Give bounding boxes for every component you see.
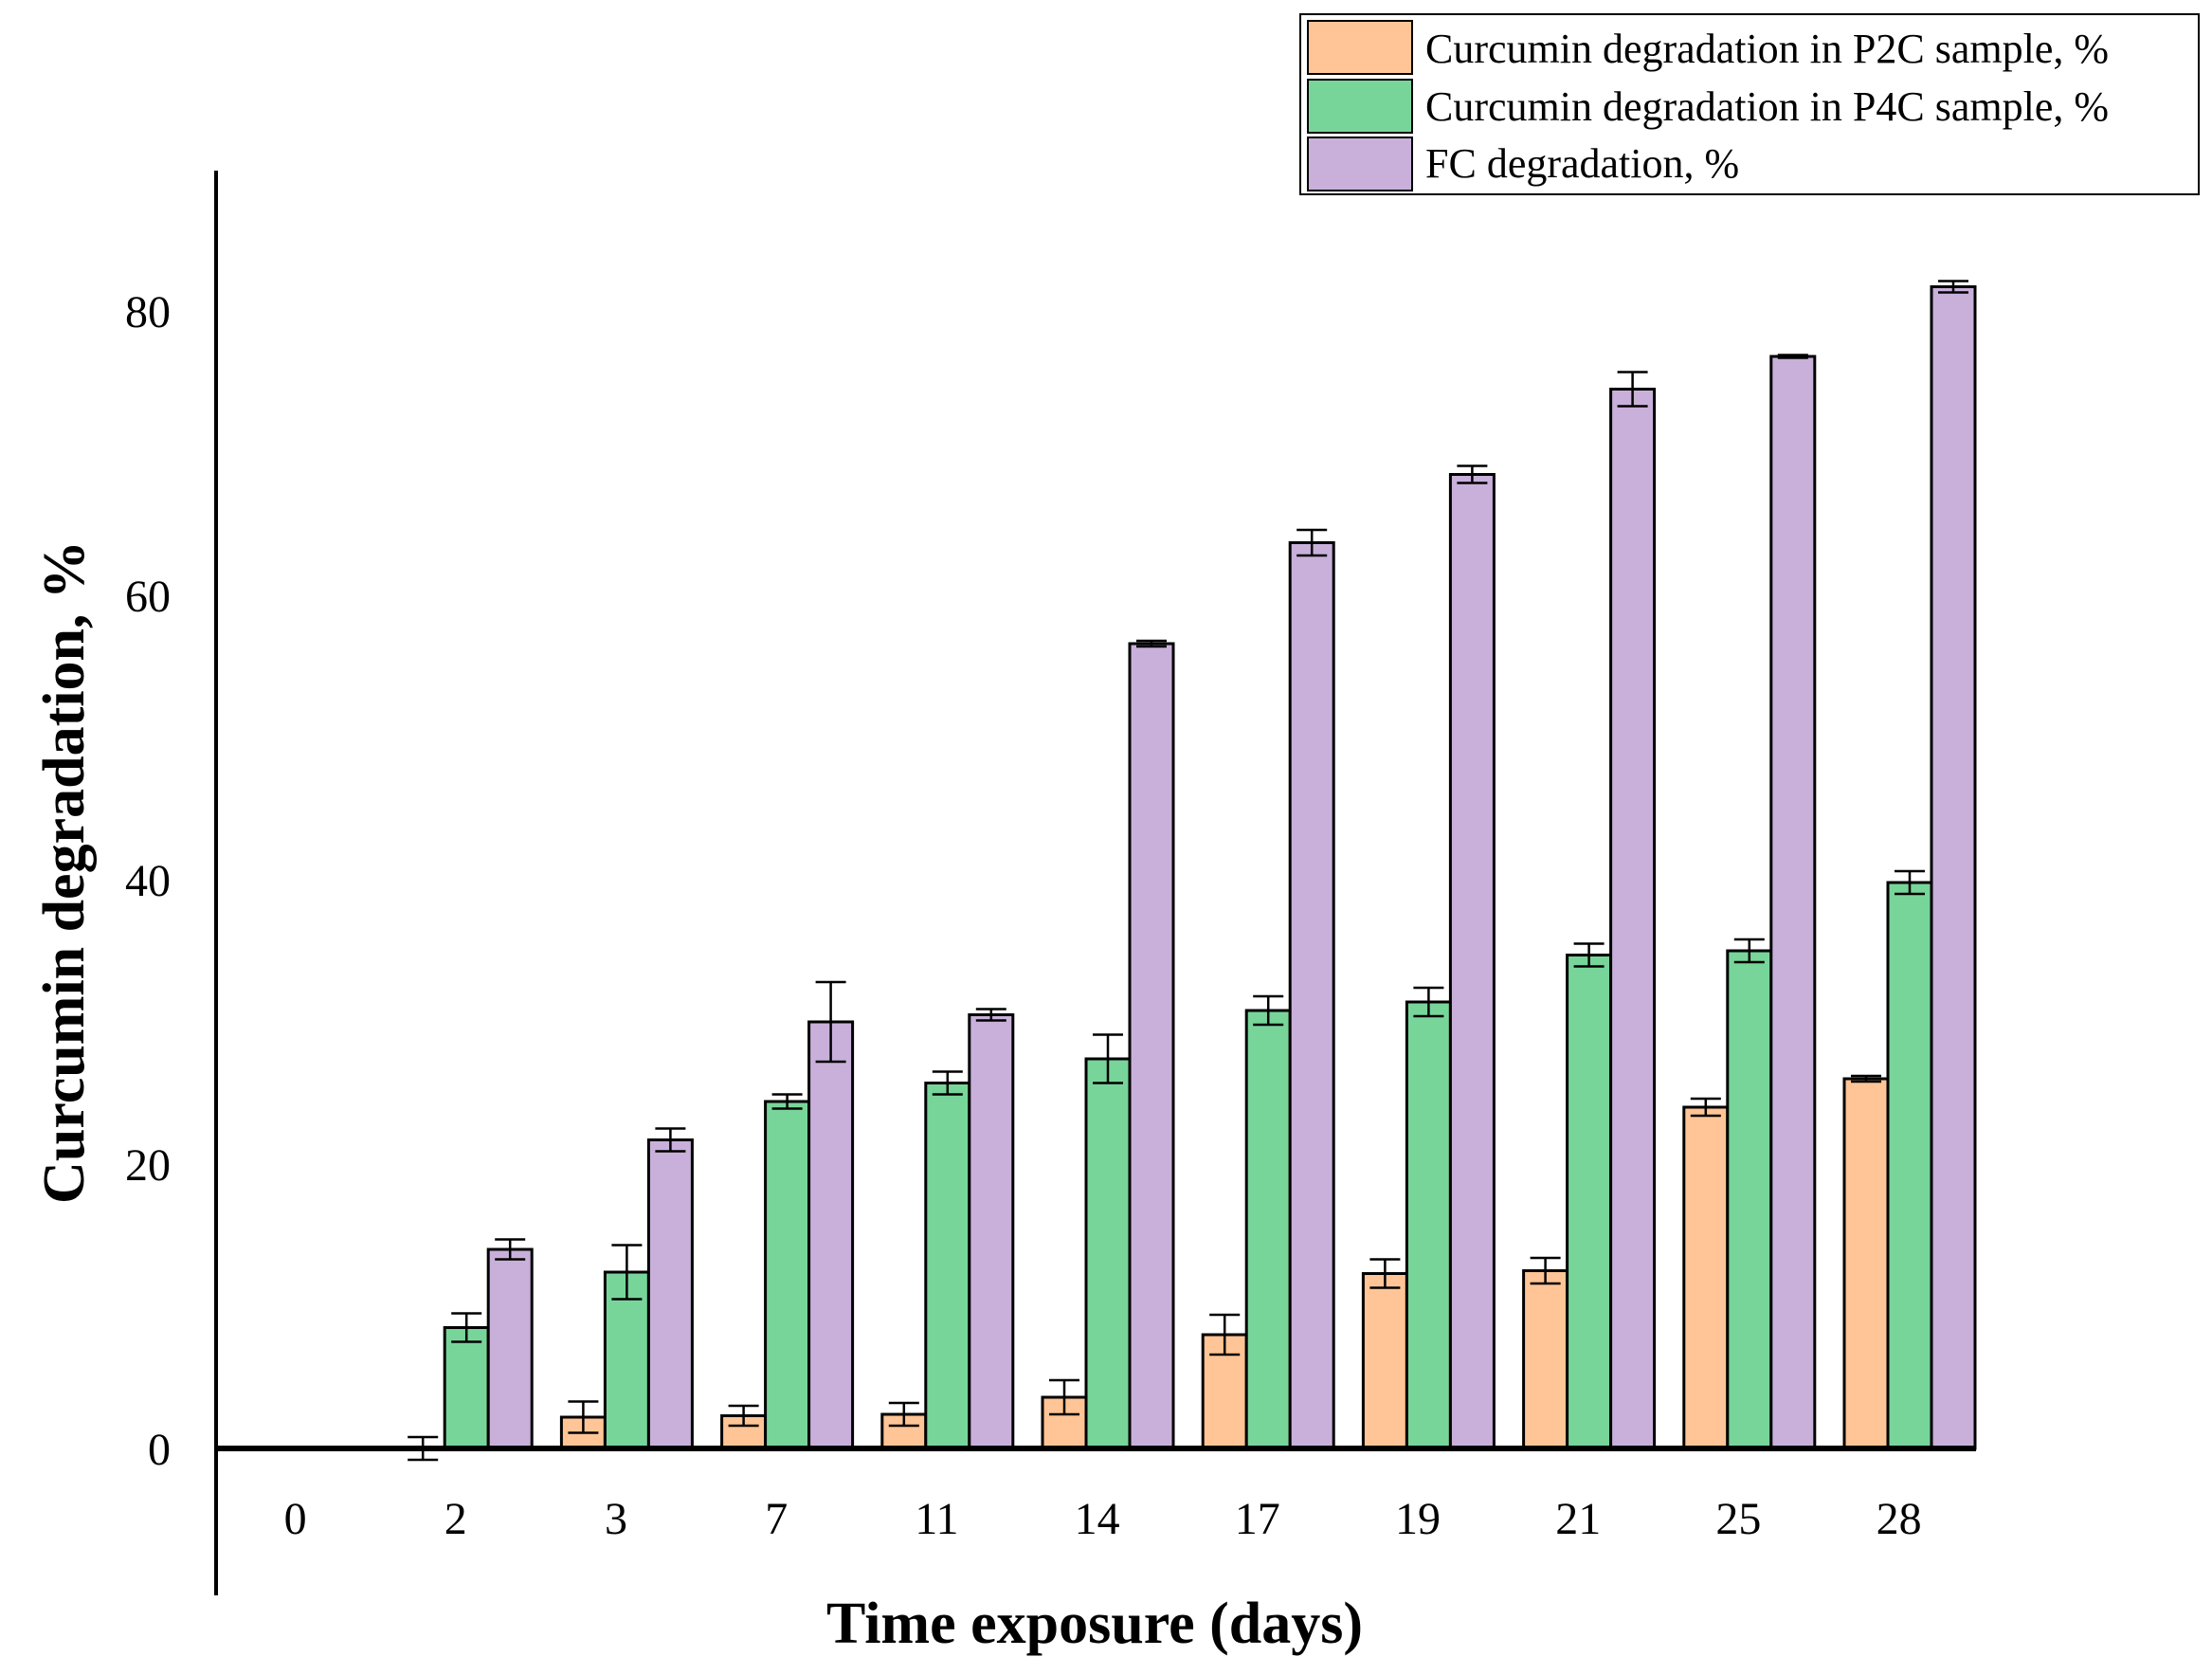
bar-s2-14 xyxy=(1128,642,1175,1450)
legend-swatch-p2c xyxy=(1307,20,1413,75)
bar-s1-17 xyxy=(1244,1009,1292,1450)
error-bar-s2-14 xyxy=(1136,639,1167,648)
bar-s0-21 xyxy=(1522,1269,1569,1450)
error-bar-s0-28 xyxy=(1851,1074,1881,1083)
error-bar-s2-17 xyxy=(1296,528,1328,557)
bar-s2-2 xyxy=(486,1247,534,1450)
error-bar-s2-11 xyxy=(975,1008,1006,1022)
bar-s2-3 xyxy=(646,1138,694,1450)
error-bar-s1-25 xyxy=(1733,938,1765,964)
bar-s2-7 xyxy=(807,1020,855,1450)
legend-label-fc: FC degradation, % xyxy=(1425,140,1739,187)
x-tick-label: 2 xyxy=(444,1494,467,1544)
bars-layer xyxy=(408,280,1977,1462)
bar-s1-25 xyxy=(1726,949,1773,1450)
bar-s2-17 xyxy=(1288,541,1335,1450)
y-tick-label: 80 xyxy=(125,287,171,337)
x-axis-title: Time exposure (days) xyxy=(826,1592,1363,1656)
legend-swatch-p4c xyxy=(1307,79,1413,134)
x-tick-label: 19 xyxy=(1395,1494,1441,1544)
legend-label-p4c: Curcumin degradation in P4C sample, % xyxy=(1425,83,2109,130)
error-bar-s1-11 xyxy=(932,1070,963,1096)
bar-s1-21 xyxy=(1566,954,1613,1450)
axes-layer xyxy=(214,171,1976,1595)
bar-s2-25 xyxy=(1769,355,1817,1450)
y-tick-label: 60 xyxy=(125,572,171,622)
error-bar-s1-2 xyxy=(451,1312,482,1343)
bar-s0-25 xyxy=(1682,1105,1730,1450)
bar-s2-21 xyxy=(1609,388,1657,1450)
error-bar-s0-11 xyxy=(888,1401,919,1428)
bar-s2-28 xyxy=(1930,285,1977,1450)
bar-s1-2 xyxy=(443,1326,490,1450)
error-bar-s2-2 xyxy=(495,1238,526,1261)
y-tick-label: 0 xyxy=(148,1425,171,1475)
error-bar-s1-21 xyxy=(1573,942,1605,968)
error-bar-s2-7 xyxy=(815,980,846,1064)
x-tick-label: 3 xyxy=(605,1494,627,1544)
error-bar-s2-19 xyxy=(1457,464,1488,484)
error-bar-s1-7 xyxy=(771,1093,803,1110)
error-bar-s2-21 xyxy=(1617,371,1648,408)
error-bar-s0-25 xyxy=(1690,1097,1721,1118)
error-bar-s0-7 xyxy=(728,1404,759,1428)
bar-s1-28 xyxy=(1886,881,1933,1450)
x-tick-label: 14 xyxy=(1075,1494,1120,1544)
x-tick-label: 21 xyxy=(1555,1494,1601,1544)
bar-s1-7 xyxy=(764,1100,811,1450)
error-bar-s0-17 xyxy=(1209,1313,1241,1356)
y-tick-label: 40 xyxy=(125,856,171,906)
error-bar-s2-3 xyxy=(655,1127,686,1153)
error-bar-s2-28 xyxy=(1938,280,1968,294)
x-tick-label: 28 xyxy=(1877,1494,1922,1544)
bar-s0-28 xyxy=(1842,1077,1890,1450)
bar-s2-19 xyxy=(1448,473,1496,1450)
error-bar-s0-3 xyxy=(568,1400,599,1434)
x-tick-label: 25 xyxy=(1715,1494,1761,1544)
error-bar-s0-21 xyxy=(1530,1256,1561,1285)
x-tick-label: 7 xyxy=(765,1494,788,1544)
error-bar-s2-25 xyxy=(1777,354,1808,359)
bar-s1-19 xyxy=(1405,1000,1452,1450)
ticks-layer: 0 2 3 7 11 14 17 19 21 25 28 0 20 40 60 80 xyxy=(125,287,1922,1544)
x-tick-label: 0 xyxy=(284,1494,307,1544)
error-bar-s1-28 xyxy=(1895,869,1925,896)
x-tick-label: 11 xyxy=(915,1494,958,1544)
legend-box xyxy=(1299,13,2200,195)
bar-s1-11 xyxy=(924,1082,971,1450)
error-bar-s1-17 xyxy=(1253,994,1284,1027)
legend-swatch-fc xyxy=(1307,137,1413,191)
error-bar-s0-19 xyxy=(1369,1258,1401,1289)
legend: Curcumin degradation in P2C sample, % Cu… xyxy=(1299,13,2200,195)
error-bar-s1-3 xyxy=(611,1244,643,1301)
legend-label-p2c: Curcumin degradation in P2C sample, % xyxy=(1425,26,2109,72)
bar-s0-19 xyxy=(1361,1272,1408,1450)
bar-s2-11 xyxy=(968,1013,1015,1450)
x-tick-label: 17 xyxy=(1235,1494,1280,1544)
error-bar-s1-19 xyxy=(1413,986,1444,1018)
bar-s1-14 xyxy=(1084,1057,1132,1450)
error-bar-s1-14 xyxy=(1093,1033,1123,1084)
y-tick-label: 20 xyxy=(125,1140,171,1191)
error-bar-s0-14 xyxy=(1049,1378,1079,1416)
y-axis-title: Curcumin degradation, % xyxy=(32,540,97,1204)
